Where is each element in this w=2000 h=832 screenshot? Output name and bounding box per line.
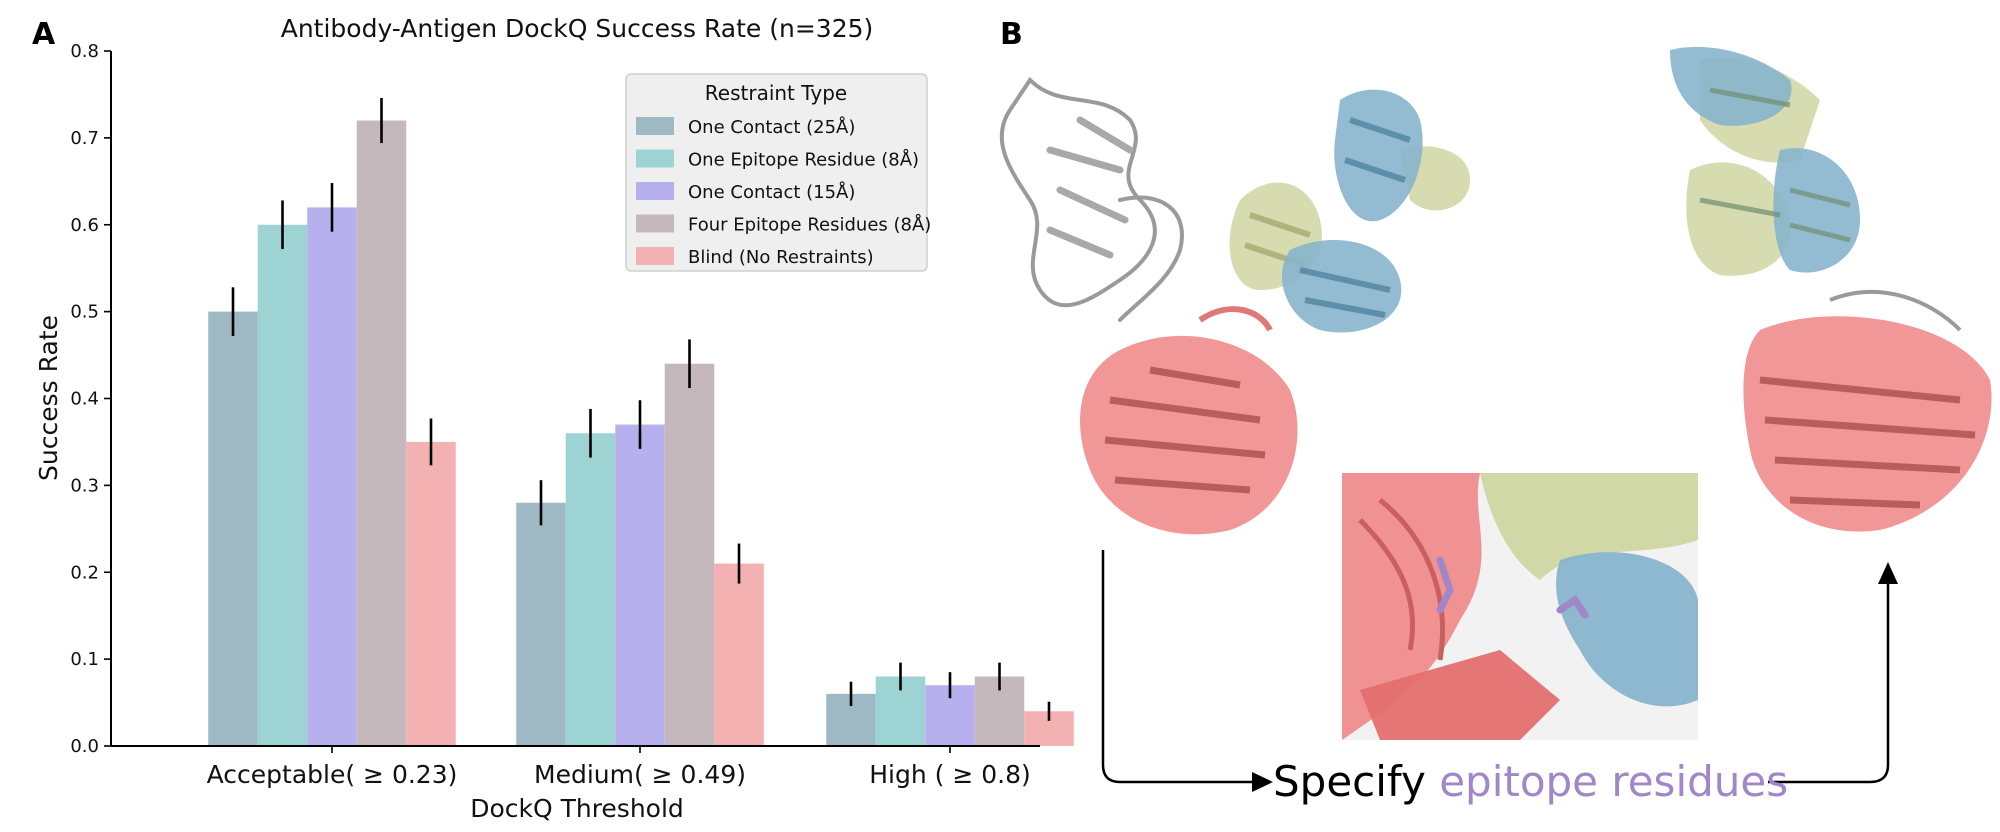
x-tick-label: High ( ≥ 0.8) xyxy=(869,760,1031,789)
epitope-inset-image xyxy=(1342,473,1698,740)
axes-layer: 0.0 0.1 0.2 0.3 0.4 0.5 0.6 0.7 0.8 Acceptable( ≥… xyxy=(70,41,1040,789)
y-tick-label: 0.1 xyxy=(70,649,99,670)
y-tick-label: 0.7 xyxy=(70,128,99,149)
legend-label: One Epitope Residue (8Å) xyxy=(688,149,919,171)
workflow-arrows xyxy=(1101,550,1890,784)
chart-title: Antibody-Antigen DockQ Success Rate (n=3… xyxy=(281,14,874,43)
caption-prefix: Specify xyxy=(1273,757,1439,806)
legend-swatch xyxy=(636,117,674,135)
arrow-head-right xyxy=(1252,772,1273,792)
legend-swatch xyxy=(636,182,674,200)
bar xyxy=(356,120,407,746)
heavy-chain-left xyxy=(1281,89,1423,333)
bars-layer xyxy=(208,120,1074,746)
legend-label: One Contact (15Å) xyxy=(688,181,855,203)
arrow-head-up xyxy=(1878,562,1898,584)
panel-a-letter: A xyxy=(32,17,56,52)
bar xyxy=(714,563,764,746)
bar xyxy=(664,363,715,746)
y-axis-label: Success Rate xyxy=(34,315,63,481)
left-complex-structure xyxy=(999,76,1470,535)
error-bars-layer xyxy=(231,97,1051,721)
legend-title: Restraint Type xyxy=(705,81,847,105)
legend-swatch xyxy=(636,247,674,265)
y-tick-label: 0.5 xyxy=(70,302,99,323)
caption-highlight: epitope residues xyxy=(1439,757,1788,806)
legend-box xyxy=(625,73,928,272)
x-tick-label: Medium( ≥ 0.49) xyxy=(534,760,746,789)
legend-label: Blind (No Restraints) xyxy=(688,247,874,268)
bar xyxy=(615,424,665,746)
y-tick-label: 0.8 xyxy=(70,41,99,62)
y-tick-label: 0.4 xyxy=(70,389,99,410)
caption: Specify epitope residues xyxy=(1273,757,1788,806)
bar xyxy=(208,311,258,746)
antigen-left xyxy=(1080,306,1298,535)
bar xyxy=(307,207,357,746)
bar xyxy=(565,433,616,746)
gray-antigen-copy xyxy=(999,76,1184,322)
panel-b-letter: B xyxy=(1000,17,1023,52)
y-tick-label: 0.6 xyxy=(70,215,99,236)
bar xyxy=(406,441,456,746)
legend-label: One Contact (25Å) xyxy=(688,116,855,138)
x-tick-label: Acceptable( ≥ 0.23) xyxy=(207,760,458,789)
legend-swatch xyxy=(636,214,674,233)
bar xyxy=(516,502,566,746)
x-axis-label: DockQ Threshold xyxy=(470,794,684,823)
bar xyxy=(257,224,308,746)
legend-label: Four Epitope Residues (8Å) xyxy=(688,214,931,236)
right-complex-structure xyxy=(1670,46,1992,532)
y-tick-label: 0.3 xyxy=(70,475,99,496)
y-tick-label: 0.0 xyxy=(70,736,99,757)
legend-swatch xyxy=(636,149,674,168)
legend: Restraint Type One Contact (25Å) One Epit… xyxy=(625,73,931,272)
y-tick-label: 0.2 xyxy=(70,562,99,583)
